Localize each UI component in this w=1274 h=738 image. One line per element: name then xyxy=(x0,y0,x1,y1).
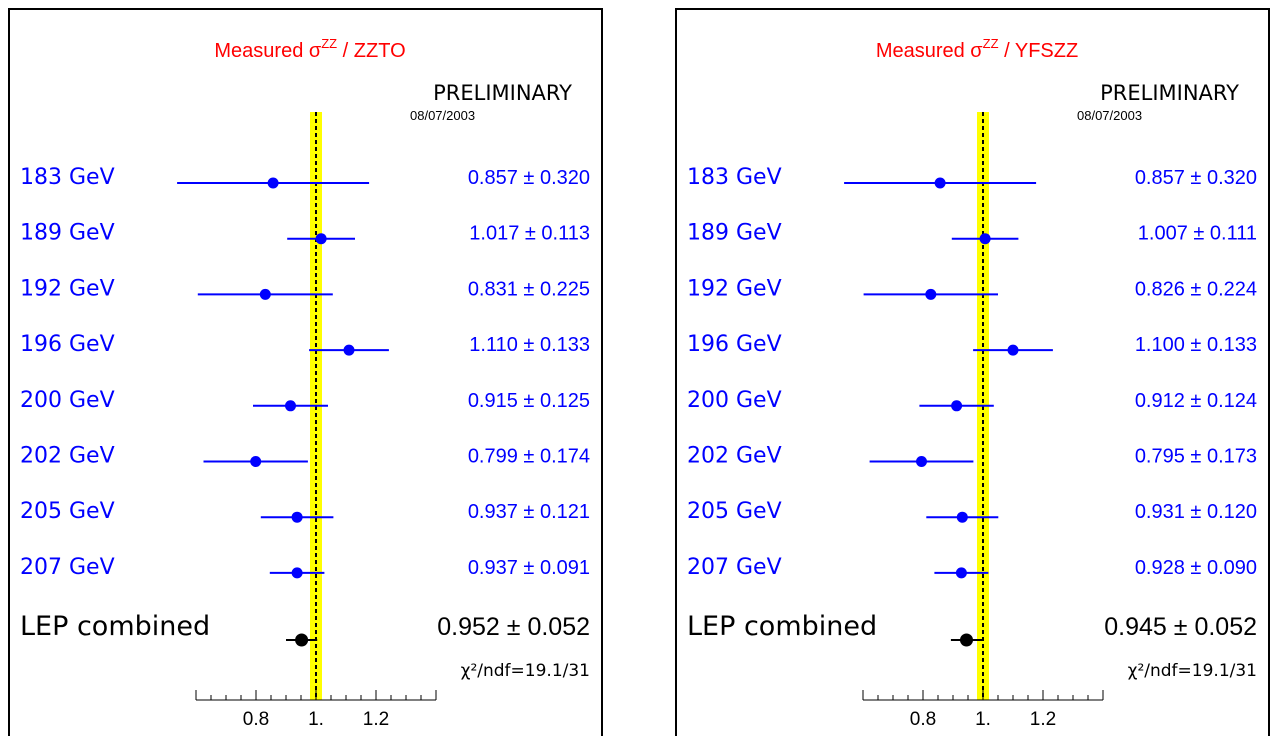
combined-label: LEP combined xyxy=(687,611,877,642)
energy-label: 202 GeV xyxy=(20,444,115,469)
value-label: 0.857 ± 0.320 xyxy=(468,167,590,189)
value-label: 0.799 ± 0.174 xyxy=(468,446,590,468)
chart-yfszz: Measured σZZ / YFSZZ PRELIMINARY 08/07/200… xyxy=(687,36,1257,730)
data-point xyxy=(955,567,967,579)
value-label: 1.007 ± 0.111 xyxy=(1138,223,1257,245)
value-label: 0.831 ± 0.225 xyxy=(468,278,590,300)
data-point xyxy=(291,511,303,523)
data-point xyxy=(925,288,937,300)
date-label: 08/07/2003 xyxy=(410,108,475,123)
combined-point xyxy=(295,633,309,647)
data-point xyxy=(291,567,303,579)
data-point xyxy=(285,400,296,412)
preliminary-label: PRELIMINARY xyxy=(433,81,572,105)
x-tick-label: 0.8 xyxy=(910,709,936,730)
energy-label: 205 GeV xyxy=(20,499,115,524)
value-label: 0.928 ± 0.090 xyxy=(1135,557,1257,579)
chi2-label: χ²/ndf=19.1/31 xyxy=(461,661,590,681)
value-label: 0.826 ± 0.224 xyxy=(1135,278,1257,300)
energy-label: 205 GeV xyxy=(687,499,782,524)
combined-value: 0.945 ± 0.052 xyxy=(1104,613,1257,641)
energy-label: 183 GeV xyxy=(687,165,782,190)
value-label: 0.937 ± 0.121 xyxy=(468,501,590,523)
value-label: 0.857 ± 0.320 xyxy=(1135,167,1257,189)
x-tick-label: 0.8 xyxy=(243,709,269,730)
value-label: 1.100 ± 0.133 xyxy=(1135,334,1257,356)
energy-label: 192 GeV xyxy=(687,276,782,301)
data-point xyxy=(934,177,946,189)
x-tick-label: 1. xyxy=(975,709,991,730)
value-label: 1.017 ± 0.113 xyxy=(469,223,590,245)
x-tick-label: 1. xyxy=(308,709,324,730)
value-label: 0.937 ± 0.091 xyxy=(468,557,590,579)
data-point xyxy=(951,400,963,412)
energy-label: 200 GeV xyxy=(20,388,115,413)
energy-label: 189 GeV xyxy=(20,221,115,246)
preliminary-label: PRELIMINARY xyxy=(1100,81,1239,105)
data-point xyxy=(343,344,355,356)
value-label: 0.931 ± 0.120 xyxy=(1135,501,1257,523)
energy-label: 207 GeV xyxy=(20,555,115,580)
energy-label: 196 GeV xyxy=(687,332,782,357)
data-point xyxy=(956,511,968,523)
energy-label: 202 GeV xyxy=(687,444,782,469)
chart-zzto: Measured σZZ / ZZTO PRELIMINARY 08/07/2003… xyxy=(20,36,590,730)
chart-title: Measured σZZ / ZZTO xyxy=(214,36,405,62)
x-tick-label: 1.2 xyxy=(363,709,389,730)
data-point xyxy=(267,177,279,189)
value-label: 0.915 ± 0.125 xyxy=(468,390,590,412)
combined-point xyxy=(960,633,973,647)
data-point xyxy=(315,233,327,245)
x-tick-label: 1.2 xyxy=(1030,709,1056,730)
chi2-label: χ²/ndf=19.1/31 xyxy=(1128,661,1257,681)
chart-panel-zzto: Measured σZZ / ZZTO PRELIMINARY 08/07/2003… xyxy=(8,8,603,736)
combined-label: LEP combined xyxy=(20,611,210,642)
value-label: 1.110 ± 0.133 xyxy=(469,334,590,356)
energy-label: 207 GeV xyxy=(687,555,782,580)
combined-value: 0.952 ± 0.052 xyxy=(437,613,590,641)
energy-label: 200 GeV xyxy=(687,388,782,413)
energy-label: 196 GeV xyxy=(20,332,115,357)
date-label: 08/07/2003 xyxy=(1077,108,1142,123)
value-label: 0.795 ± 0.173 xyxy=(1135,446,1257,468)
energy-label: 183 GeV xyxy=(20,165,115,190)
energy-label: 192 GeV xyxy=(20,276,115,301)
energy-label: 189 GeV xyxy=(687,221,782,246)
value-label: 0.912 ± 0.124 xyxy=(1135,390,1257,412)
data-point xyxy=(916,456,927,467)
data-point xyxy=(979,233,991,245)
data-point xyxy=(1007,344,1019,356)
data-point xyxy=(259,288,271,300)
chart-title: Measured σZZ / YFSZZ xyxy=(876,36,1078,62)
data-point xyxy=(250,456,262,467)
chart-panel-yfszz: Measured σZZ / YFSZZ PRELIMINARY 08/07/200… xyxy=(675,8,1270,736)
